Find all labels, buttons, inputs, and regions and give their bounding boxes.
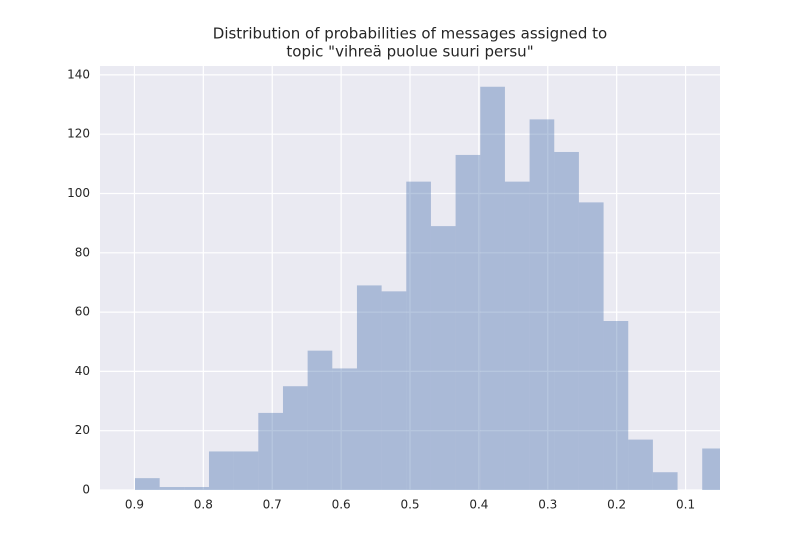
bar xyxy=(233,451,259,490)
bar xyxy=(208,451,234,490)
bar xyxy=(603,320,629,490)
bar xyxy=(578,202,604,490)
bars xyxy=(134,86,720,490)
y-tick-label: 100 xyxy=(67,186,90,200)
x-tick-label: 0.7 xyxy=(263,498,282,512)
y-tick-label: 80 xyxy=(75,245,90,259)
x-tick-label: 0.4 xyxy=(469,498,488,512)
bar xyxy=(480,86,505,490)
x-tick-label: 0.6 xyxy=(332,498,351,512)
chart-title: Distribution of probabilities of message… xyxy=(213,25,607,43)
grid xyxy=(100,66,720,491)
bar xyxy=(554,151,579,490)
bar xyxy=(406,181,431,490)
x-tick-label: 0.5 xyxy=(400,498,419,512)
y-tick-label: 140 xyxy=(67,67,90,81)
bar xyxy=(134,478,160,490)
bar xyxy=(381,291,407,490)
bar xyxy=(184,487,209,490)
y-tick-label: 120 xyxy=(67,127,90,141)
bar xyxy=(504,181,530,490)
y-tick-label: 20 xyxy=(75,423,90,437)
bar xyxy=(652,472,678,490)
x-tick-label: 0.1 xyxy=(676,498,695,512)
y-tick-label: 40 xyxy=(75,364,90,378)
bar xyxy=(529,119,555,490)
bar xyxy=(430,226,456,490)
bar xyxy=(282,386,308,490)
bar xyxy=(307,350,333,490)
bar xyxy=(159,487,185,490)
bar xyxy=(455,154,481,490)
bar xyxy=(356,285,382,490)
chart-title: topic "vihreä puolue suuri persu" xyxy=(286,43,533,61)
x-tick-label: 0.9 xyxy=(125,498,144,512)
y-tick-label: 0 xyxy=(82,483,90,497)
x-tick-label: 0.8 xyxy=(194,498,213,512)
y-tick-label: 60 xyxy=(75,305,90,319)
bar xyxy=(332,368,357,490)
bar xyxy=(628,439,653,490)
bar xyxy=(258,412,283,490)
bar xyxy=(702,448,720,490)
x-tick-label: 0.3 xyxy=(538,498,557,512)
tick-labels: 0 20 40 60 80 100 120 140 0.9 0.8 0.7 0.6 0.5 0.4 0.3 0… xyxy=(67,67,695,511)
x-tick-label: 0.2 xyxy=(607,498,626,512)
